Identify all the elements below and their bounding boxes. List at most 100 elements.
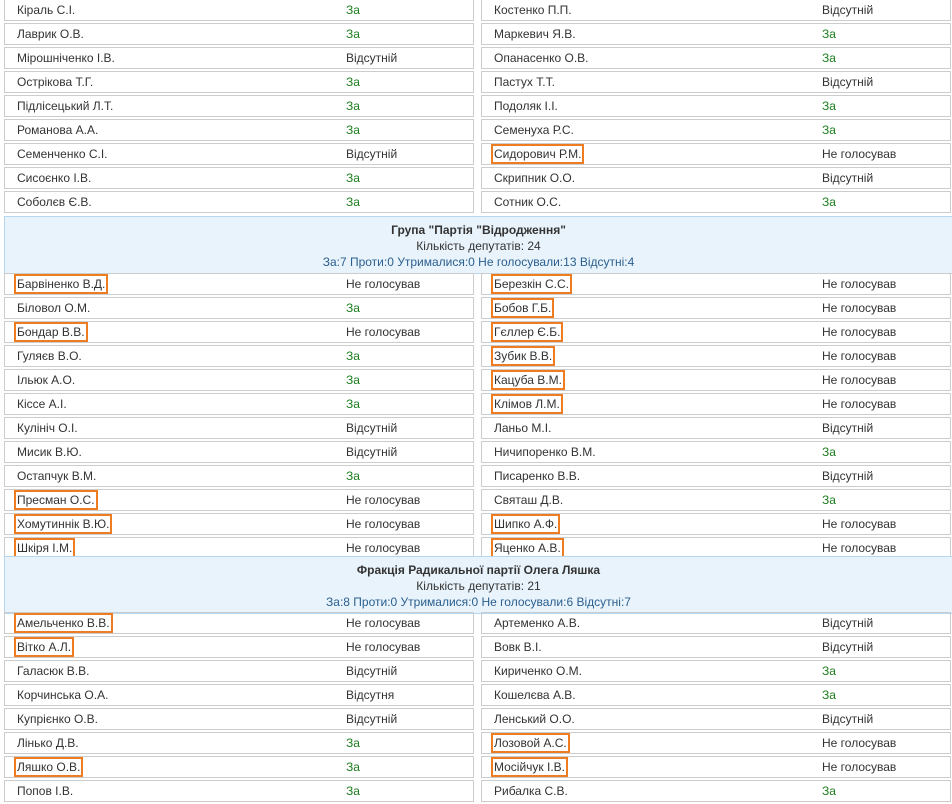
deputy-row: Біловол О.М. За	[4, 297, 474, 319]
vote-result: Не голосував	[822, 541, 897, 555]
vote-result: За	[346, 760, 360, 774]
deputy-row: Підлісецький Л.Т. За	[4, 95, 474, 117]
vote-result: За	[822, 123, 836, 137]
vote-result: За	[822, 688, 836, 702]
vote-result: Відсутній	[822, 3, 874, 17]
deputy-row: Соболєв Є.В. За	[4, 191, 474, 213]
deputy-row: Зубик В.В. Не голосував	[481, 345, 951, 367]
vote-result: Не голосував	[822, 736, 897, 750]
vote-result: Відсутній	[822, 75, 874, 89]
vote-result: Відсутній	[822, 171, 874, 185]
deputy-name: Подоляк І.І.	[494, 99, 558, 113]
group-header-vidrodzhennia: Група "Партія "Відродження" Кількість де…	[4, 216, 952, 274]
group-header-radical-party: Фракція Радикальної партії Олега Ляшка К…	[4, 556, 952, 614]
deputy-row: Бондар В.В. Не голосував	[4, 321, 474, 343]
vote-result: За	[346, 397, 360, 411]
vote-result: За	[822, 445, 836, 459]
vote-result: Відсутній	[346, 712, 398, 726]
deputy-row: Лінько Д.В. За	[4, 732, 474, 754]
vote-result: Не голосував	[822, 325, 897, 339]
deputy-name: Яценко А.В.	[491, 538, 564, 558]
group-vote-stats: За:8 Проти:0 Утрималися:0 Не голосували:…	[326, 595, 631, 609]
vote-result: За	[346, 373, 360, 387]
deputy-name: Купрієнко О.В.	[17, 712, 98, 726]
deputy-name: Зубик В.В.	[490, 346, 556, 366]
deputy-row: Артеменко А.В. Відсутній	[481, 612, 951, 634]
deputy-row: Романова А.А. За	[4, 119, 474, 141]
vote-result: Не голосував	[822, 373, 897, 387]
vote-result: Не голосував	[346, 517, 421, 531]
deputy-name: Кулініч О.І.	[17, 421, 78, 435]
deputy-name: Вітко А.Л.	[13, 637, 75, 657]
deputy-name: Сисоєнко І.В.	[17, 171, 92, 185]
vote-result: Не голосував	[346, 277, 421, 291]
vote-result: За	[822, 784, 836, 798]
deputy-row: Семенуха Р.С. За	[481, 119, 951, 141]
deputy-name: Ничипоренко В.М.	[494, 445, 596, 459]
vote-result: За	[346, 195, 360, 209]
vote-result: Відсутній	[346, 147, 398, 161]
deputy-row: Опанасенко О.В. За	[481, 47, 951, 69]
deputy-row: Кацуба В.М. Не голосував	[481, 369, 951, 391]
deputy-name: Амельченко В.В.	[14, 613, 113, 633]
column-right: Артеменко А.В. Відсутній Вовк В.І. Відсутні…	[481, 612, 951, 804]
deputy-row: Мірошніченко І.В. Відсутній	[4, 47, 474, 69]
deputy-name: Ільюк А.О.	[17, 373, 76, 387]
deputy-row: Галасюк В.В. Відсутній	[4, 660, 474, 682]
deputy-row: Писаренко В.В. Відсутній	[481, 465, 951, 487]
vote-result: Не голосував	[822, 349, 897, 363]
deputy-row: Кіраль С.І. За	[4, 0, 474, 21]
deputy-name: Костенко П.П.	[494, 3, 572, 17]
deputy-row: Березкін С.С. Не голосував	[481, 273, 951, 295]
vote-result: За	[346, 3, 360, 17]
deputy-row: Корчинська О.А. Відсутня	[4, 684, 474, 706]
vote-result: За	[822, 493, 836, 507]
deputy-row: Святаш Д.В. За	[481, 489, 951, 511]
deputy-row: Гєллер Є.Б. Не голосував	[481, 321, 951, 343]
deputy-row: Хомутиннік В.Ю. Не голосував	[4, 513, 474, 535]
deputy-name: Вовк В.І.	[494, 640, 542, 654]
vote-result: За	[822, 51, 836, 65]
vote-result: Не голосував	[346, 493, 421, 507]
deputy-row: Лозовой А.С. Не голосував	[481, 732, 951, 754]
vote-result: Відсутній	[346, 445, 398, 459]
deputy-name: Шкіря І.М.	[13, 538, 76, 558]
vote-result: Відсутній	[346, 664, 398, 678]
deputy-row: Мосійчук І.В. Не голосував	[481, 756, 951, 778]
vote-result: За	[346, 171, 360, 185]
vote-result: За	[822, 195, 836, 209]
deputy-name: Гуляєв В.О.	[17, 349, 82, 363]
column-left: Кіраль С.І. За Лаврик О.В. За Мірошніченко І…	[4, 0, 474, 215]
deputy-row: Гуляєв В.О. За	[4, 345, 474, 367]
deputy-name: Артеменко А.В.	[494, 616, 581, 630]
deputy-name: Ланьо М.І.	[494, 421, 552, 435]
vote-result: Відсутній	[822, 712, 874, 726]
deputy-name: Хомутиннік В.Ю.	[13, 514, 113, 534]
deputy-name: Лозовой А.С.	[491, 733, 570, 753]
deputy-row: Шипко А.Ф. Не голосував	[481, 513, 951, 535]
deputy-name: Клімов Л.М.	[491, 394, 563, 414]
deputy-row: Вовк В.І. Відсутній	[481, 636, 951, 658]
vote-result: Не голосував	[346, 325, 421, 339]
deputy-row: Пастух Т.Т. Відсутній	[481, 71, 951, 93]
deputy-row: Пресман О.С. Не голосував	[4, 489, 474, 511]
deputy-row: Кіссе А.І. За	[4, 393, 474, 415]
deputy-row: Бобов Г.Б. Не голосував	[481, 297, 951, 319]
deputy-row: Кулініч О.І. Відсутній	[4, 417, 474, 439]
deputy-name: Березкін С.С.	[490, 274, 573, 294]
deputy-row: Клімов Л.М. Не голосував	[481, 393, 951, 415]
deputy-name: Семенченко С.І.	[17, 147, 108, 161]
deputy-row: Кошелєва А.В. За	[481, 684, 951, 706]
vote-result: Не голосував	[822, 301, 897, 315]
deputy-row: Остапчук В.М. За	[4, 465, 474, 487]
deputy-name: Шипко А.Ф.	[490, 514, 561, 534]
deputy-name: Святаш Д.В.	[494, 493, 564, 507]
group-title: Фракція Радикальної партії Олега Ляшка	[356, 563, 601, 577]
column-right: Березкін С.С. Не голосував Бобов Г.Б. Не го…	[481, 273, 951, 561]
deputy-row: Ільюк А.О. За	[4, 369, 474, 391]
vote-result: За	[346, 99, 360, 113]
vote-result: Не голосував	[822, 397, 897, 411]
vote-result: За	[346, 27, 360, 41]
deputy-name: Попов І.В.	[17, 784, 74, 798]
group-vote-stats: За:7 Проти:0 Утрималися:0 Не голосували:…	[322, 255, 635, 269]
